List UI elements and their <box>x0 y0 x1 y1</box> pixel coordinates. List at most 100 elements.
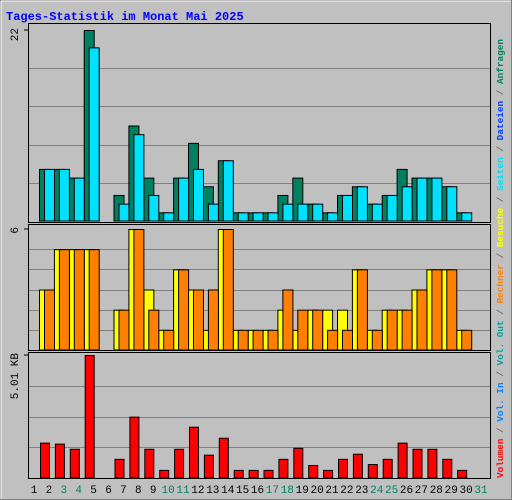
bar <box>401 186 413 222</box>
bar <box>203 454 214 479</box>
x-tick-label: 2 <box>46 485 53 497</box>
x-tick-label: 12 <box>191 485 204 497</box>
bar <box>416 289 428 351</box>
bar <box>163 212 175 222</box>
legend-entry: Anfragen <box>495 39 506 84</box>
bar <box>327 212 339 222</box>
x-tick-label: 11 <box>176 485 190 497</box>
bar <box>222 229 234 351</box>
bar <box>446 269 458 351</box>
x-tick-label: 13 <box>206 485 219 497</box>
bar <box>252 212 264 222</box>
x-tick-label: 17 <box>266 485 279 497</box>
bar <box>386 309 398 351</box>
bar <box>159 469 170 479</box>
x-tick-label: 28 <box>430 485 443 497</box>
bar <box>163 329 175 351</box>
bar <box>431 177 443 222</box>
bar <box>118 309 130 351</box>
x-tick-label: 9 <box>150 485 157 497</box>
bar <box>371 329 383 351</box>
bar <box>401 309 413 351</box>
bar <box>193 289 204 351</box>
legend: Volumen / Vol. In / Vol. Out / Rechner /… <box>495 39 506 478</box>
x-tick-label: 5 <box>90 485 97 497</box>
x-tick-label: 25 <box>385 485 398 497</box>
bar <box>189 426 199 479</box>
bar <box>144 448 155 479</box>
bar <box>312 309 324 351</box>
x-tick-label: 21 <box>325 485 339 497</box>
bar <box>297 203 309 222</box>
bar <box>338 458 348 479</box>
bar <box>323 469 334 479</box>
x-tick-label: 27 <box>415 485 428 497</box>
x-tick-label: 18 <box>281 485 294 497</box>
bar <box>252 329 264 351</box>
legend-entry: Vol. In <box>495 382 506 422</box>
bar <box>416 177 428 222</box>
bar <box>446 186 458 222</box>
bar <box>44 289 55 351</box>
bar <box>54 443 65 479</box>
bar <box>352 453 363 479</box>
bar <box>382 458 393 479</box>
bar <box>267 329 279 351</box>
x-tick-label: 30 <box>459 485 472 497</box>
x-tick-label: 14 <box>221 485 235 497</box>
x-tick-label: 22 <box>340 485 353 497</box>
bar <box>69 448 80 479</box>
x-tick-label: 29 <box>445 485 458 497</box>
bar <box>88 47 100 222</box>
x-tick-label: 4 <box>75 485 82 497</box>
bar <box>129 416 140 479</box>
bar <box>267 212 279 222</box>
bar <box>386 194 398 222</box>
bar <box>40 442 50 479</box>
bar <box>114 458 125 479</box>
bar <box>397 442 408 479</box>
x-tick-label: 7 <box>120 485 127 497</box>
bar <box>356 269 368 351</box>
bar <box>88 249 100 351</box>
legend-entry: Dateien <box>495 101 506 141</box>
bar <box>118 203 130 222</box>
chart-title: Tages-Statistik im Monat Mai 2025 <box>6 10 244 24</box>
bar <box>73 177 85 222</box>
legend-entry: Vol. Out <box>495 320 506 365</box>
bar <box>457 469 468 479</box>
bar <box>342 194 353 222</box>
legend-separator: / <box>495 304 506 321</box>
bar <box>263 469 274 479</box>
bar <box>84 355 95 479</box>
x-tick-label: 24 <box>370 485 384 497</box>
bar <box>58 249 70 351</box>
y-tick-label: 6 <box>10 227 22 234</box>
x-tick-label: 23 <box>355 485 368 497</box>
bar <box>207 203 219 222</box>
x-tick-label: 1 <box>31 485 38 497</box>
bar <box>367 464 378 479</box>
x-tick-label: 3 <box>60 485 67 497</box>
bar <box>207 289 219 351</box>
bar <box>282 289 294 351</box>
x-tick-label: 31 <box>474 485 488 497</box>
bar <box>442 458 453 479</box>
bar <box>73 249 85 351</box>
bar <box>342 329 353 351</box>
legend-separator: / <box>495 422 506 439</box>
bar <box>312 203 324 222</box>
bar <box>148 194 160 222</box>
x-tick-label: 19 <box>296 485 309 497</box>
bar <box>133 134 145 222</box>
bar <box>148 309 160 351</box>
x-tick-label: 20 <box>310 485 323 497</box>
bar <box>233 469 244 479</box>
x-tick-label: 26 <box>400 485 413 497</box>
bar <box>174 448 185 479</box>
bar <box>327 329 339 351</box>
legend-separator: / <box>495 140 506 157</box>
x-tick-label: 16 <box>251 485 264 497</box>
bar <box>44 168 55 222</box>
